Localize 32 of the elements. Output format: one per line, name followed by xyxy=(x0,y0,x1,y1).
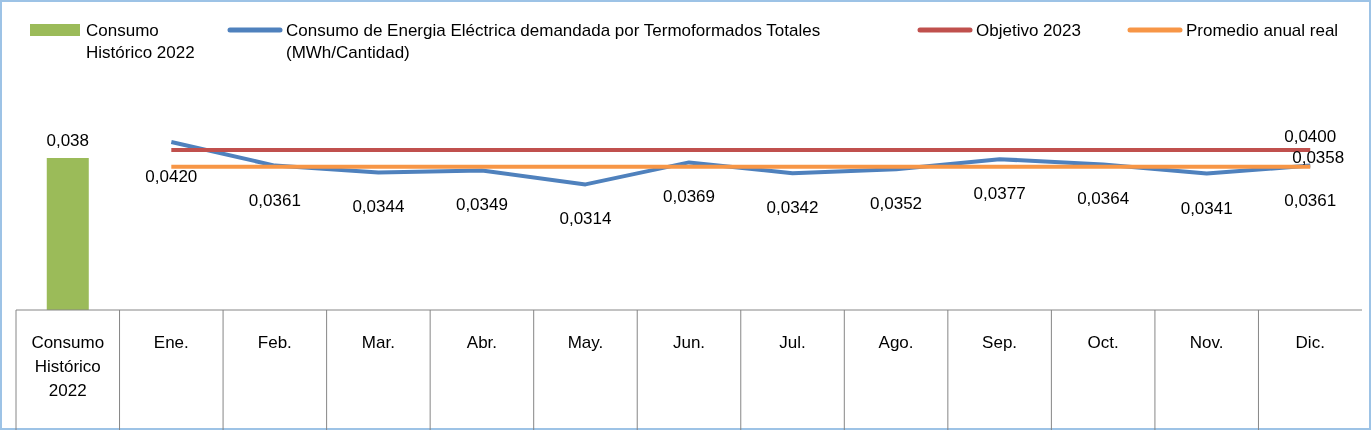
data-label: 0,0352 xyxy=(870,194,923,214)
x-tick-label: Nov. xyxy=(1189,333,1224,352)
data-label: 0,0314 xyxy=(559,209,612,229)
legend-label: Promedio anual real xyxy=(1186,21,1339,40)
data-label: 0,0369 xyxy=(663,187,715,207)
x-tick-label: Abr. xyxy=(466,333,498,352)
data-label: 0,038 xyxy=(46,131,90,150)
data-label: 0,0364 xyxy=(1077,189,1130,209)
data-label: 0,0361 xyxy=(248,190,301,210)
x-tick-label: Ago. xyxy=(878,333,914,352)
legend-label: Objetivo 2023 xyxy=(976,21,1081,40)
data-label: 0,0341 xyxy=(1180,198,1233,218)
x-tick-label: Jul. xyxy=(779,333,806,352)
data-label: 0,0377 xyxy=(973,184,1026,204)
data-label: 0,0358 xyxy=(1292,147,1345,167)
data-label: 0,0342 xyxy=(766,198,819,218)
x-tick-label: Sep. xyxy=(982,333,1018,352)
data-label: 0,0400 xyxy=(1284,127,1337,146)
data-label: 0,0420 xyxy=(145,167,198,186)
data-label: 0,0344 xyxy=(352,197,405,217)
x-tick-label: Dic. xyxy=(1295,333,1325,352)
x-tick-label: Ene. xyxy=(153,333,189,352)
legend-label: Consumo Histórico 2022 xyxy=(86,21,195,62)
x-tick-label: Oct. xyxy=(1087,333,1119,352)
x-tick-label: May. xyxy=(567,333,604,352)
x-tick-label: Mar. xyxy=(361,333,395,352)
data-label: 0,0361 xyxy=(1284,190,1337,210)
x-tick-label: Consumo Histórico 2022 xyxy=(31,333,105,400)
x-tick-label: Jun. xyxy=(672,333,706,352)
data-label: 0,0349 xyxy=(455,195,508,215)
legend-label: Consumo de Energia Eléctrica demandada por Termoformados Totales (MWh/Cantidad) xyxy=(286,21,821,62)
x-tick-label: Feb. xyxy=(257,333,292,352)
